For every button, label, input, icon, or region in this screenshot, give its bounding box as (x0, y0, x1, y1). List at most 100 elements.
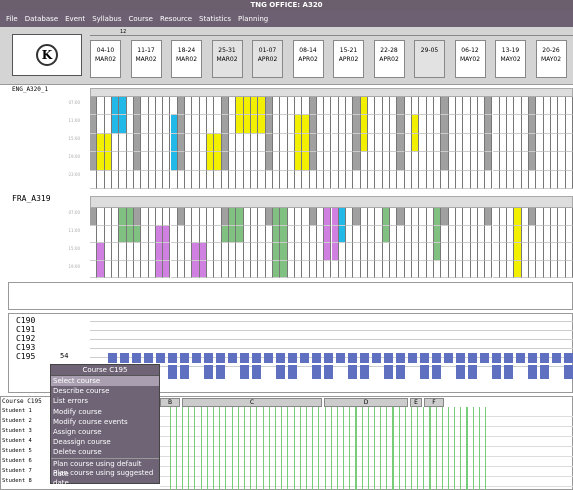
grid-cell[interactable] (551, 115, 559, 134)
grid-cell[interactable] (360, 208, 369, 226)
grid-cell[interactable] (477, 243, 486, 261)
course-block[interactable] (432, 353, 441, 363)
grid-cell[interactable] (404, 208, 412, 226)
grid-cell[interactable] (126, 170, 134, 189)
grid-cell[interactable] (316, 243, 325, 261)
grid-cell[interactable] (177, 243, 186, 261)
grid-cell[interactable] (251, 243, 259, 261)
grid-cell[interactable] (331, 133, 339, 153)
grid-cell[interactable] (258, 260, 266, 278)
grid-cell[interactable] (433, 260, 442, 278)
grid-cell[interactable] (397, 152, 405, 171)
grid-cell[interactable] (324, 225, 332, 243)
grid-cell[interactable] (338, 260, 347, 278)
grid-cell[interactable] (477, 152, 486, 171)
grid-cell[interactable] (470, 152, 478, 171)
grid-cell[interactable] (529, 170, 537, 189)
grid-cell[interactable] (133, 133, 142, 153)
grid-cell[interactable] (375, 208, 383, 226)
grid-cell[interactable] (360, 152, 369, 171)
course-block[interactable] (540, 365, 549, 379)
grid-cell[interactable] (368, 260, 376, 278)
grid-cell[interactable] (368, 243, 376, 261)
course-block[interactable] (360, 365, 369, 379)
grid-cell[interactable] (133, 243, 142, 261)
grid-cell[interactable] (265, 97, 273, 116)
grid-cell[interactable] (258, 133, 266, 153)
grid-cell[interactable] (448, 208, 456, 226)
grid-cell[interactable] (170, 170, 178, 189)
grid-cell[interactable] (119, 152, 127, 171)
grid-cell[interactable] (97, 225, 105, 243)
grid-cell[interactable] (287, 170, 295, 189)
grid-cell[interactable] (536, 208, 544, 226)
course-block[interactable] (372, 353, 381, 363)
grid-cell[interactable] (390, 115, 398, 134)
grid-cell[interactable] (148, 115, 156, 134)
grid-cell[interactable] (536, 97, 544, 116)
grid-cell[interactable] (111, 260, 120, 278)
course-block[interactable] (528, 365, 537, 379)
grid-cell[interactable] (236, 170, 244, 189)
grid-cell[interactable] (97, 260, 105, 278)
grid-cell[interactable] (397, 115, 405, 134)
course-phase-bar[interactable]: C (182, 398, 322, 407)
grid-cell[interactable] (492, 208, 500, 226)
grid-cell[interactable] (309, 170, 317, 189)
grid-cell[interactable] (90, 260, 98, 278)
grid-cell[interactable] (448, 260, 456, 278)
grid-cell[interactable] (163, 152, 171, 171)
grid-cell[interactable] (353, 208, 361, 226)
course-block[interactable] (492, 353, 501, 363)
grid-cell[interactable] (492, 97, 500, 116)
grid-cell[interactable] (492, 170, 500, 189)
grid-cell[interactable] (119, 115, 127, 134)
grid-cell[interactable] (514, 170, 522, 189)
week-column[interactable]: 29-05 (414, 40, 445, 78)
context-menu-item[interactable]: Plan course using suggested date (53, 468, 154, 487)
grid-cell[interactable] (141, 208, 149, 226)
course-name[interactable]: C195 (16, 352, 36, 361)
grid-cell[interactable] (499, 208, 508, 226)
grid-cell[interactable] (309, 115, 317, 134)
grid-cell[interactable] (426, 170, 434, 189)
grid-cell[interactable] (485, 152, 493, 171)
grid-cell[interactable] (163, 243, 171, 261)
grid-cell[interactable] (104, 208, 112, 226)
grid-cell[interactable] (433, 133, 442, 153)
grid-cell[interactable] (565, 170, 573, 189)
grid-cell[interactable] (280, 152, 288, 171)
grid-cell[interactable] (521, 97, 530, 116)
grid-cell[interactable] (229, 115, 237, 134)
grid-cell[interactable] (455, 208, 464, 226)
grid-cell[interactable] (485, 260, 493, 278)
grid-cell[interactable] (90, 97, 98, 116)
grid-cell[interactable] (390, 97, 398, 116)
grid-cell[interactable] (148, 260, 156, 278)
grid-cell[interactable] (543, 97, 552, 116)
grid-cell[interactable] (177, 115, 186, 134)
grid-cell[interactable] (229, 260, 237, 278)
grid-cell[interactable] (455, 170, 464, 189)
grid-cell[interactable] (477, 133, 486, 153)
grid-cell[interactable] (529, 152, 537, 171)
grid-cell[interactable] (529, 133, 537, 153)
grid-cell[interactable] (536, 170, 544, 189)
grid-cell[interactable] (177, 208, 186, 226)
grid-cell[interactable] (316, 260, 325, 278)
course-name[interactable]: C192 (16, 334, 36, 343)
course-block[interactable] (396, 353, 405, 363)
grid-cell[interactable] (155, 260, 164, 278)
grid-cell[interactable] (221, 152, 230, 171)
grid-cell[interactable] (492, 115, 500, 134)
grid-cell[interactable] (229, 97, 237, 116)
grid-cell[interactable] (104, 115, 112, 134)
grid-cell[interactable] (97, 170, 105, 189)
grid-cell[interactable] (397, 260, 405, 278)
grid-cell[interactable] (521, 115, 530, 134)
grid-cell[interactable] (477, 225, 486, 243)
grid-cell[interactable] (280, 225, 288, 243)
grid-cell[interactable] (265, 152, 273, 171)
grid-cell[interactable] (294, 208, 303, 226)
timeline-slider[interactable]: 12 (90, 29, 573, 36)
